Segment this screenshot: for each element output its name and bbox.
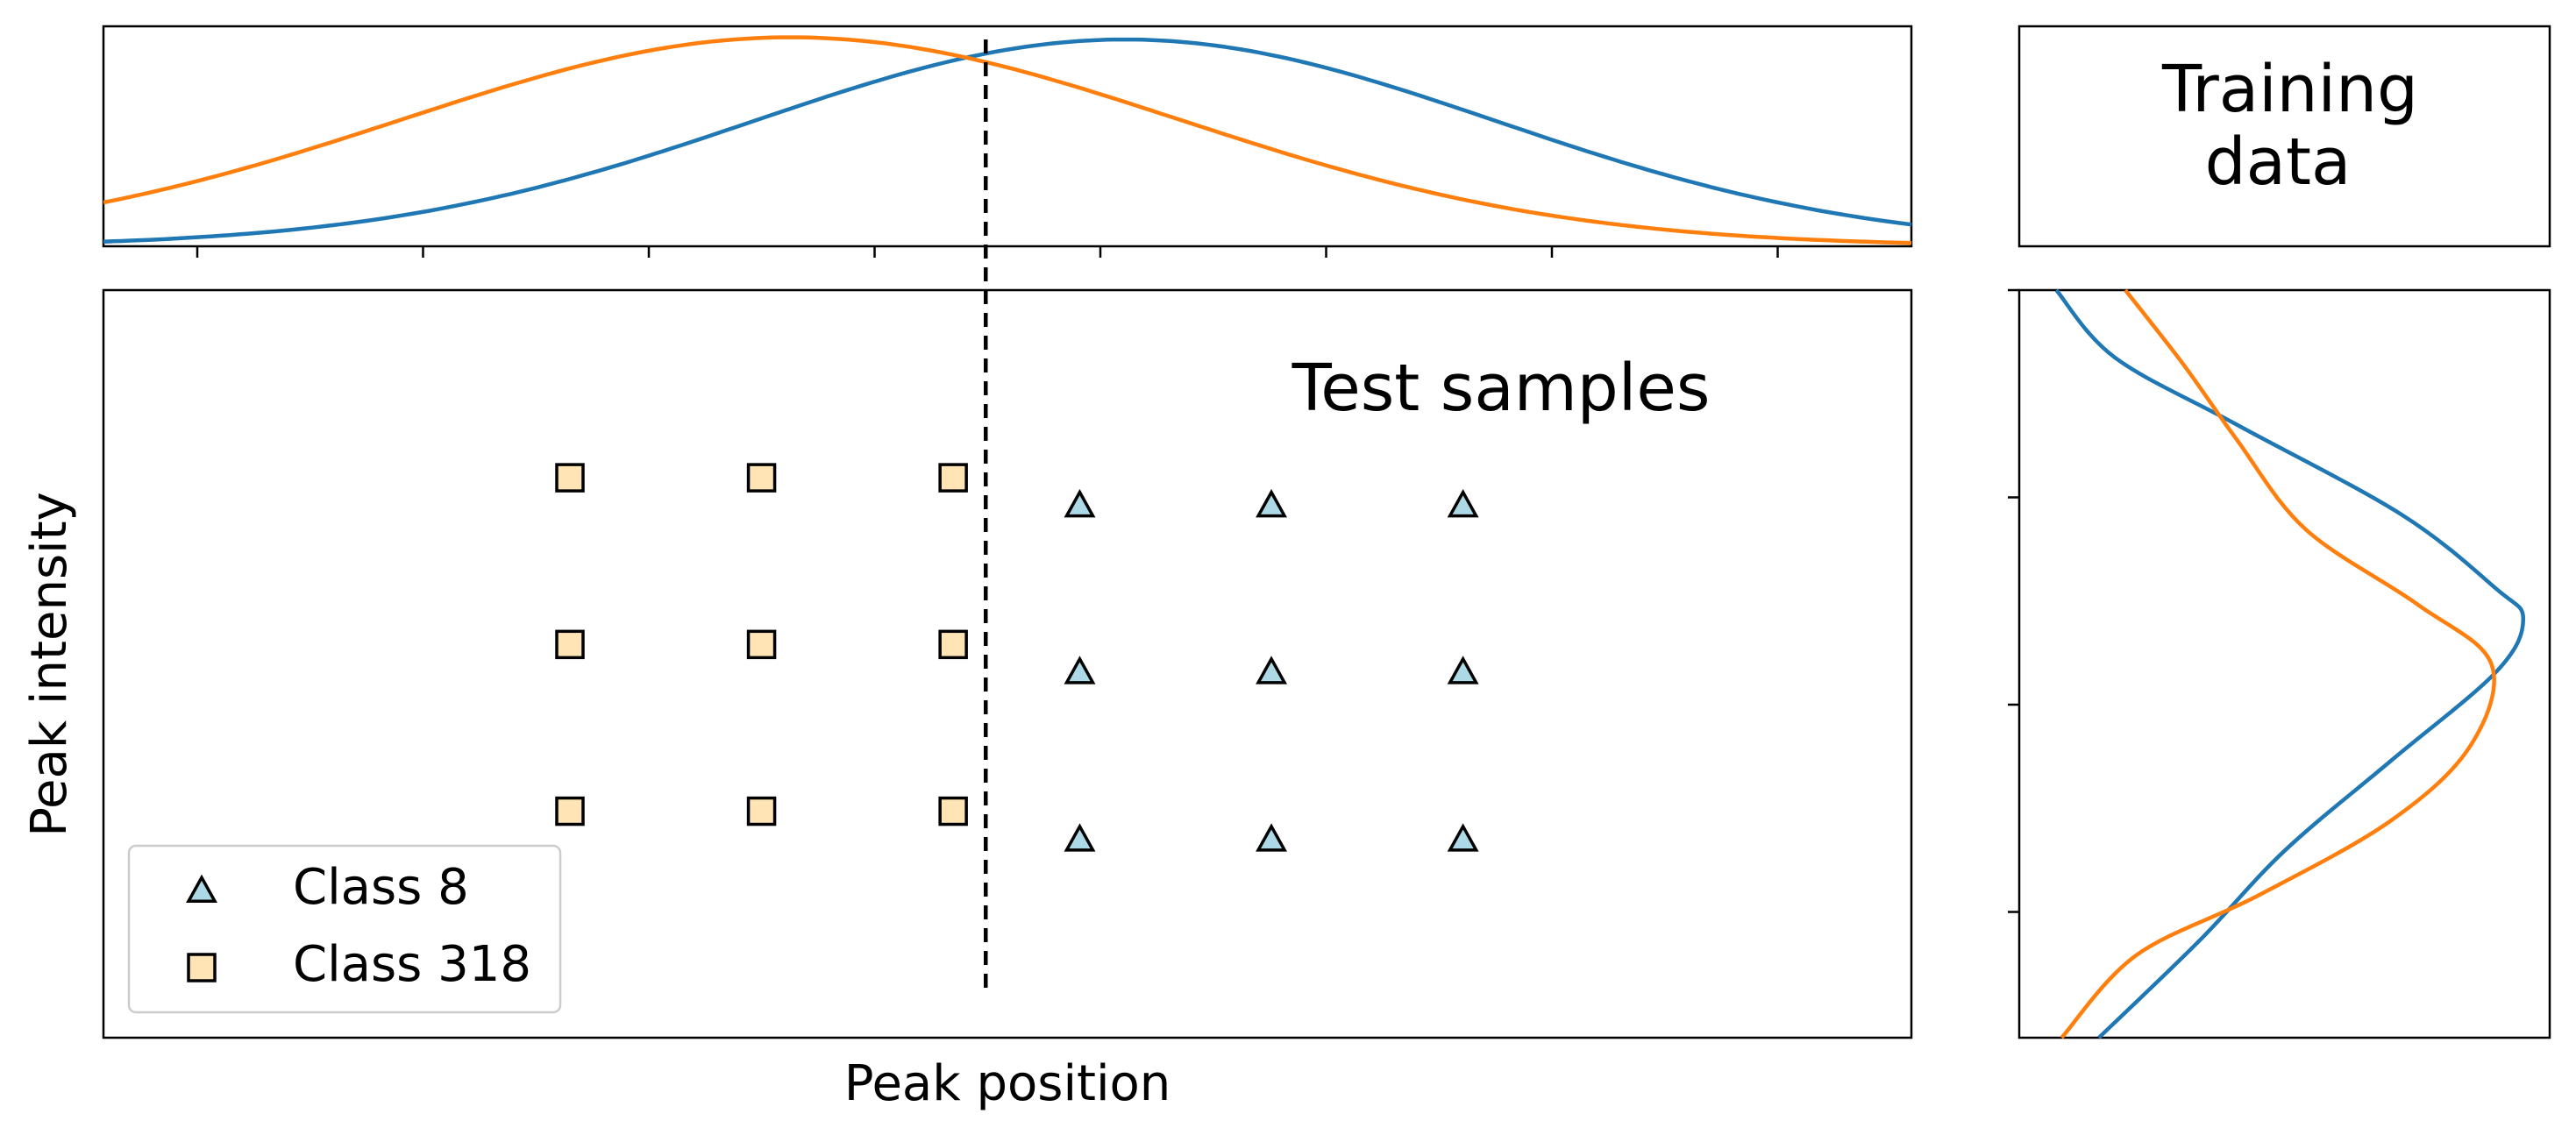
scatter-point-class-318 [746, 796, 777, 826]
right-panel-frame [2017, 288, 2551, 1039]
legend-frame [127, 844, 562, 1014]
scatter-point-class-318 [746, 463, 777, 493]
right-curve-class-8 [2054, 288, 2526, 1039]
top-panel-frame [102, 25, 1913, 248]
scatter-point-class-8 [1447, 656, 1479, 684]
top-curve-class-318 [103, 35, 1912, 245]
scatter-point-class-318 [555, 796, 585, 826]
scatter-point-class-8 [1064, 656, 1096, 684]
scatter-point-class-8 [1256, 489, 1288, 518]
legend-marker-class-318 [187, 953, 217, 982]
training-data-frame [2017, 25, 2551, 248]
scatter-point-class-318 [938, 463, 968, 493]
top-marginal-panel [102, 25, 1913, 258]
training-data-panel: Training data [2017, 25, 2551, 248]
training-data-line-2: data [2205, 124, 2352, 200]
scatter-point-class-318 [938, 796, 968, 826]
right-curve-class-318 [2060, 288, 2496, 1039]
scatter-point-class-318 [555, 629, 585, 660]
legend-label-class-318: Class 318 [293, 936, 531, 993]
scatter-point-class-8 [1064, 823, 1096, 852]
scatter-point-class-8 [1256, 656, 1288, 684]
legend: Class 8 Class 318 [127, 844, 562, 1014]
legend-marker-class-8 [186, 874, 217, 904]
top-curve-class-8 [103, 37, 1912, 244]
main-scatter-panel: Test samples Peak position Peak intensit… [21, 288, 1913, 1112]
right-marginal-panel [2008, 288, 2551, 1039]
scatter-point-class-8 [1447, 823, 1479, 852]
x-axis-label: Peak position [844, 1055, 1171, 1112]
scatter-point-class-8 [1256, 823, 1288, 852]
scatter-point-class-8 [1447, 489, 1479, 518]
scatter-point-class-318 [746, 629, 777, 660]
test-samples-annotation: Test samples [1292, 351, 1711, 426]
legend-label-class-8: Class 8 [293, 859, 469, 916]
scatter-point-class-318 [938, 629, 968, 660]
scatter-point-class-8 [1064, 489, 1096, 518]
main-panel-frame [102, 288, 1913, 1039]
y-axis-label: Peak intensity [21, 492, 78, 837]
training-data-line-1: Training [2161, 52, 2418, 127]
scatter-point-class-318 [555, 463, 585, 493]
